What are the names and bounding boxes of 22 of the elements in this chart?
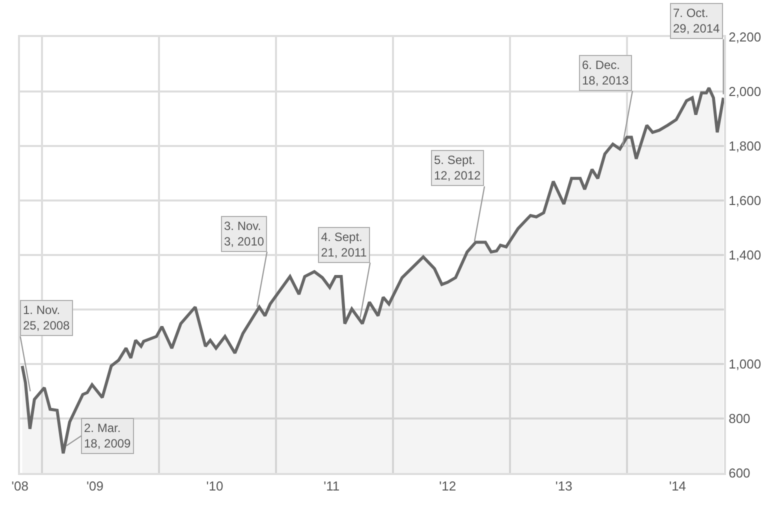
- x-tick-label: '09: [86, 478, 104, 494]
- y-tick-label: 1,400: [728, 248, 762, 263]
- annotation: 4. Sept. 21, 2011: [321, 230, 368, 260]
- x-tick-label: '11: [324, 478, 340, 494]
- y-tick-label: 1,800: [728, 138, 762, 154]
- annotation: 2. Mar. 18, 2009: [84, 421, 132, 451]
- annotation: 1. Nov. 25, 2008: [23, 303, 70, 333]
- y-tick-label: 600: [728, 466, 750, 481]
- y-tick-label: 1,600: [728, 193, 762, 208]
- y-tick-label: 800: [728, 411, 750, 426]
- annotation: 3. Nov. 3, 2010: [224, 219, 264, 249]
- x-tick-label: '13: [555, 478, 572, 494]
- y-tick-label: 2,200: [728, 30, 762, 45]
- x-tick-label: '10: [206, 478, 224, 494]
- x-tick-label: '12: [439, 478, 456, 494]
- y-tick-label: 2,000: [728, 84, 762, 100]
- annotation: 6. Dec. 18, 2013: [582, 58, 630, 88]
- x-tick-label: '14: [669, 478, 686, 494]
- x-tick-label: '08: [12, 478, 28, 494]
- y-tick-label: 1,000: [728, 356, 762, 372]
- annotation: 5. Sept. 12, 2012: [434, 153, 482, 183]
- annotation: 7. Oct. 29, 2014: [673, 6, 720, 36]
